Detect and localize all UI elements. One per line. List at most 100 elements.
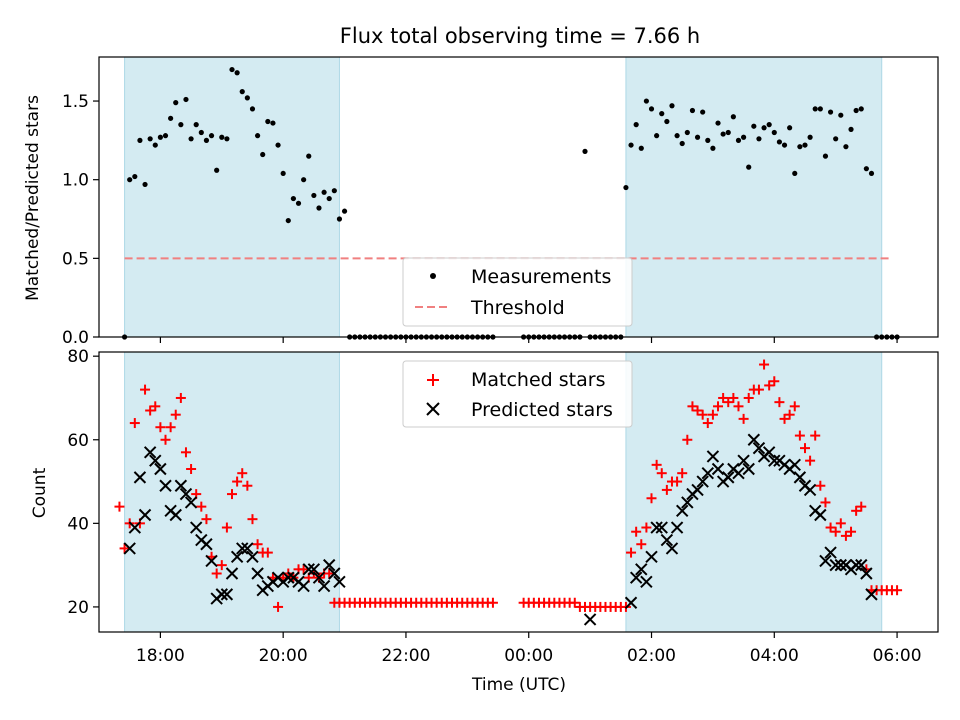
predicted-point xyxy=(133,471,147,484)
top-y-axis-label: Matched/Predicted stars xyxy=(23,95,43,301)
measurement-point xyxy=(838,112,844,118)
predicted-point-b xyxy=(184,496,198,509)
predicted-point xyxy=(143,446,157,459)
predicted-point-b xyxy=(635,563,648,576)
measurement-point xyxy=(341,208,348,214)
predicted-point xyxy=(205,554,218,568)
predicted-point-b xyxy=(691,483,704,497)
y-tick-label: 80 xyxy=(67,347,89,367)
matched-point xyxy=(201,514,212,525)
matched-point xyxy=(641,522,652,533)
predicted-point-b xyxy=(333,575,346,589)
y-tick-label: 40 xyxy=(67,514,89,534)
top-y-axis: 0.0 0.5 1.0 1.5 xyxy=(62,92,99,348)
matched-point xyxy=(661,484,672,495)
measurement-point xyxy=(766,122,772,128)
predicted-point xyxy=(742,462,755,476)
predicted-point-b xyxy=(762,446,776,459)
predicted-point xyxy=(236,542,249,555)
predicted-point xyxy=(722,471,735,484)
predicted-point-b xyxy=(317,579,331,593)
predicted-point-b xyxy=(302,563,315,576)
predicted-point-b xyxy=(624,596,638,609)
predicted-point xyxy=(230,550,244,563)
top-legend-box xyxy=(402,257,633,327)
predicted-point-b xyxy=(742,462,755,476)
measurement-point xyxy=(239,89,245,95)
predicted-point-b xyxy=(174,479,188,492)
measurement-point xyxy=(316,205,322,211)
predicted-point-b xyxy=(205,554,218,568)
predicted-point-b xyxy=(696,475,709,488)
predicted-point-b xyxy=(860,567,873,580)
measurement-point xyxy=(746,164,752,170)
measurement-point xyxy=(643,98,649,104)
predicted-point xyxy=(676,504,689,518)
matched-point xyxy=(743,392,754,403)
measurement-point xyxy=(132,173,138,180)
legend-label-predicted: Predicted stars xyxy=(471,399,613,421)
y-tick-label: 60 xyxy=(67,431,89,451)
matched-point xyxy=(242,480,253,491)
measurement-point xyxy=(188,136,194,142)
predicted-point xyxy=(312,571,326,584)
matched-point xyxy=(170,409,181,420)
predicted-point-b xyxy=(220,588,234,601)
measurement-point xyxy=(265,118,271,125)
matched-point xyxy=(140,384,151,395)
measurement-point xyxy=(249,106,256,112)
measurement-point xyxy=(669,103,675,109)
matched-point xyxy=(840,530,851,541)
matched-point xyxy=(487,597,498,608)
predicted-point-b xyxy=(159,479,172,492)
predicted-point xyxy=(307,563,321,576)
chart-title: Flux total observing time = 7.66 h xyxy=(340,24,700,48)
matched-point xyxy=(273,601,284,612)
predicted-point xyxy=(655,521,668,534)
matched-point xyxy=(825,522,836,533)
predicted-point-b xyxy=(629,571,643,584)
observing-interval-2 xyxy=(625,351,883,633)
predicted-point xyxy=(855,558,868,572)
legend-marker-matched xyxy=(427,374,439,386)
predicted-point xyxy=(215,588,228,601)
predicted-point xyxy=(640,575,653,589)
predicted-point-b xyxy=(154,462,167,476)
predicted-point-b xyxy=(282,571,295,584)
matched-point xyxy=(252,539,263,550)
x-tick-label: 22:00 xyxy=(381,646,430,666)
y-tick-label: 1.5 xyxy=(62,92,89,112)
legend-label-matched: Matched stars xyxy=(471,369,605,391)
measurement-point xyxy=(290,195,297,202)
predicted-point xyxy=(629,571,643,584)
matched-point xyxy=(687,401,698,412)
predicted-point xyxy=(583,613,597,626)
matched-point xyxy=(707,409,718,420)
predicted-point xyxy=(159,479,172,492)
predicted-point xyxy=(732,466,745,480)
matched-point xyxy=(892,585,903,596)
matched-point xyxy=(160,434,171,445)
top-legend: Measurements Threshold xyxy=(402,257,633,327)
matched-point xyxy=(155,422,166,433)
observing-interval-1 xyxy=(124,56,340,338)
predicted-point xyxy=(317,579,331,593)
predicted-point-b xyxy=(752,441,766,455)
predicted-point-b xyxy=(865,588,878,601)
predicted-point xyxy=(803,483,817,497)
predicted-point-b xyxy=(793,471,807,484)
measurement-point xyxy=(234,70,240,76)
measurement-point xyxy=(761,125,767,131)
matched-point xyxy=(753,384,764,395)
matched-point xyxy=(779,413,790,424)
predicted-point-b xyxy=(225,567,239,580)
predicted-point xyxy=(701,466,714,480)
predicted-point xyxy=(282,571,295,584)
measurement-point xyxy=(674,133,680,139)
measurement-point xyxy=(781,142,788,148)
matched-point xyxy=(810,430,821,441)
predicted-point-b xyxy=(323,558,336,572)
predicted-point xyxy=(225,567,239,580)
measurement-point xyxy=(229,66,235,73)
measurement-point xyxy=(326,195,332,202)
